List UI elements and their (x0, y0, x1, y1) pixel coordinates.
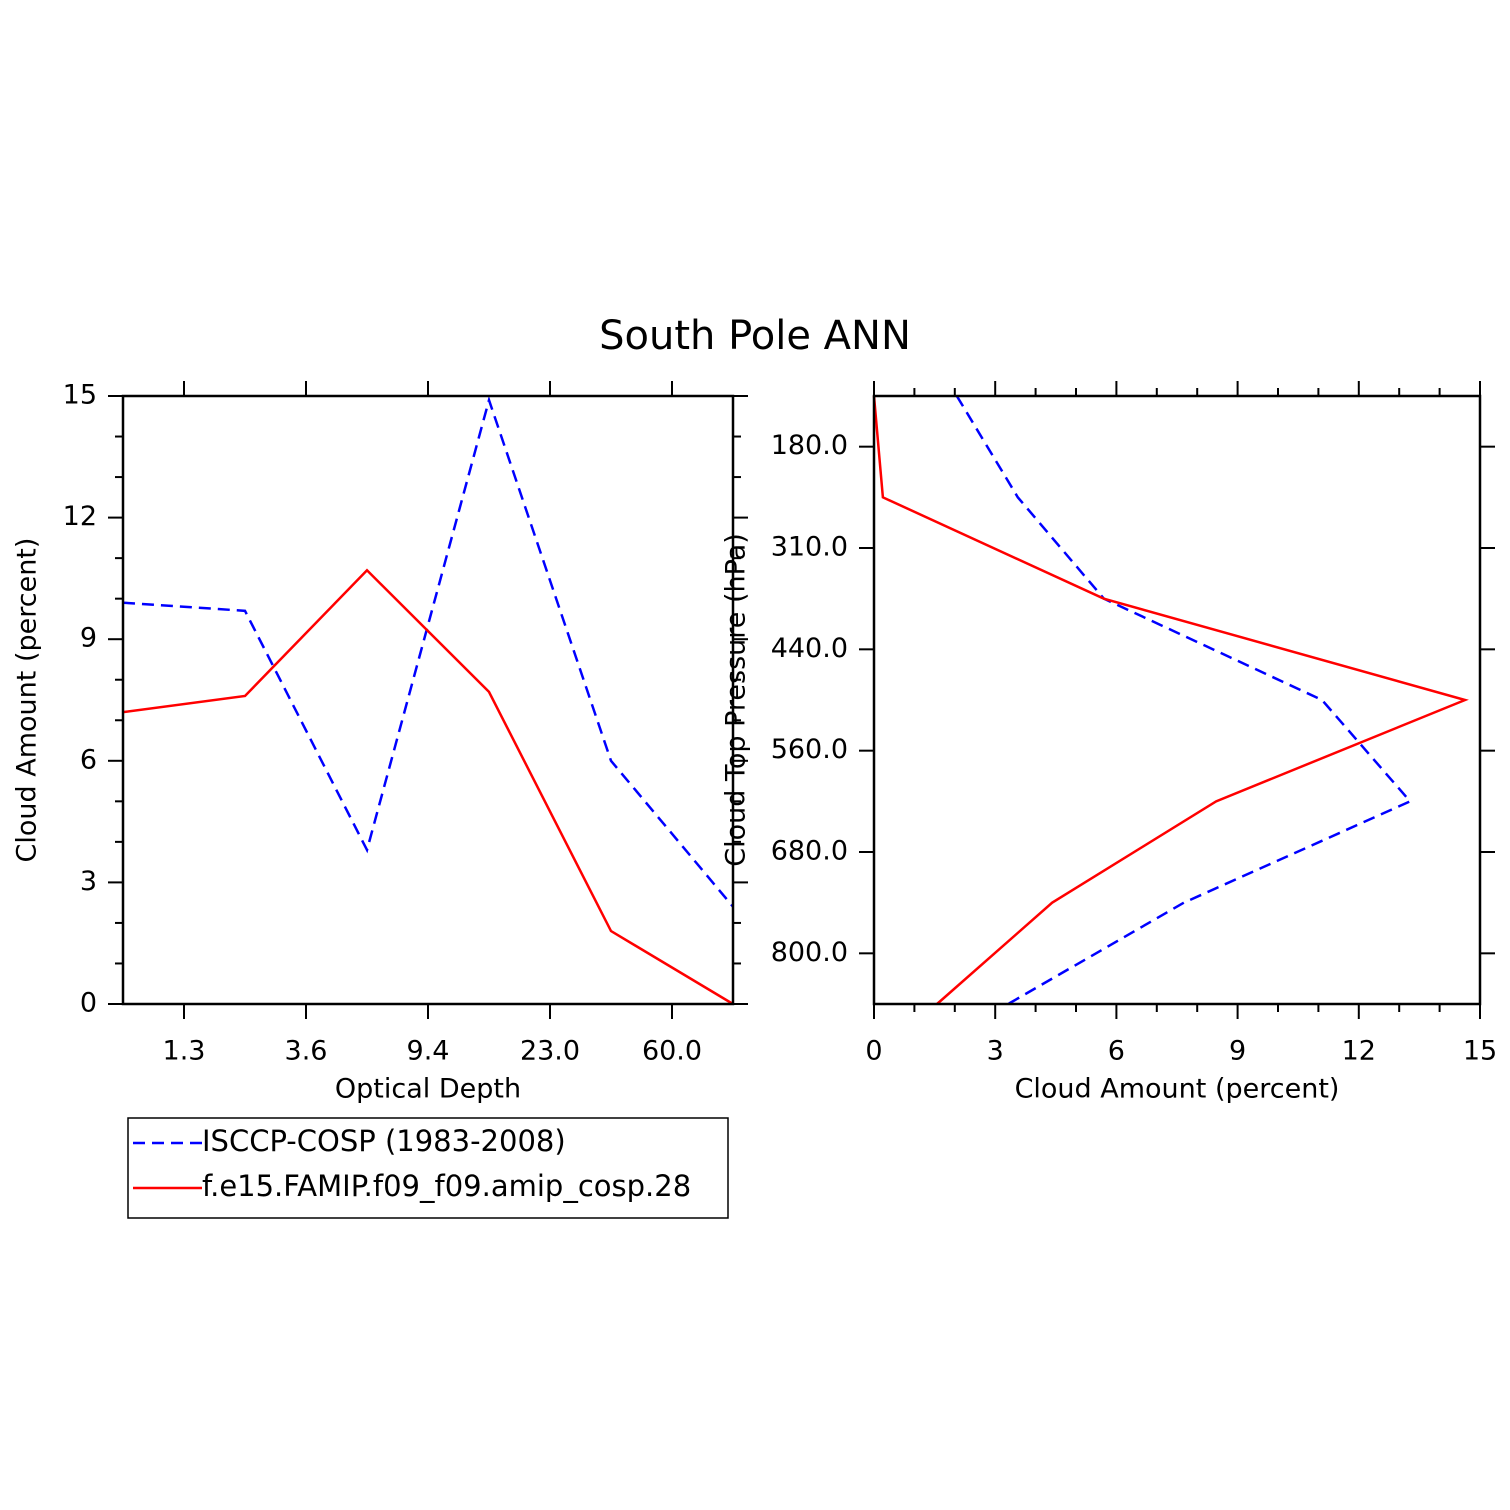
y-tick-label: 15 (63, 380, 97, 411)
x-tick-label: 12 (1342, 1036, 1376, 1067)
y-tick-label: 440.0 (771, 633, 848, 664)
y-tick-label: 800.0 (771, 937, 848, 968)
y-tick-label: 9 (80, 623, 97, 654)
legend-box (127, 1117, 729, 1219)
x-tick-label: 23.0 (520, 1036, 580, 1067)
y-tick-label: 6 (80, 744, 97, 775)
y-tick-label: 3 (80, 866, 97, 897)
y-tick-label: 180.0 (771, 430, 848, 461)
series-line (872, 395, 1469, 1005)
x-tick-label: 60.0 (642, 1036, 702, 1067)
series-line (955, 395, 1413, 1006)
y-tick-label: 12 (63, 501, 97, 532)
x-tick-label: 9 (1229, 1036, 1246, 1067)
y-tick-label: 680.0 (771, 836, 848, 867)
x-tick-label: 15 (1463, 1036, 1497, 1067)
series-line (122, 395, 734, 908)
x-tick-label: 6 (1108, 1036, 1125, 1067)
plot-frame (872, 394, 1482, 1006)
legend-label: f.e15.FAMIP.f09_f09.amip_cosp.28 (202, 1169, 691, 1203)
y-axis-label: Cloud Top Pressure (hPa) (721, 533, 752, 867)
x-tick-label: 3.6 (285, 1036, 328, 1067)
x-axis-label: Cloud Amount (percent) (1015, 1074, 1340, 1105)
x-axis-label: Optical Depth (335, 1074, 521, 1105)
x-tick-label: 1.3 (163, 1036, 206, 1067)
legend-label: ISCCP-COSP (1983-2008) (202, 1124, 566, 1158)
y-tick-label: 310.0 (771, 532, 848, 563)
x-tick-label: 0 (865, 1036, 882, 1067)
series-line (122, 568, 734, 1006)
chart-title: South Pole ANN (599, 313, 911, 359)
plot-frame (121, 394, 735, 1006)
y-tick-label: 0 (80, 988, 97, 1019)
x-tick-label: 3 (987, 1036, 1004, 1067)
y-tick-label: 560.0 (771, 734, 848, 765)
x-tick-label: 9.4 (407, 1036, 450, 1067)
y-axis-label: Cloud Amount (percent) (12, 538, 43, 863)
